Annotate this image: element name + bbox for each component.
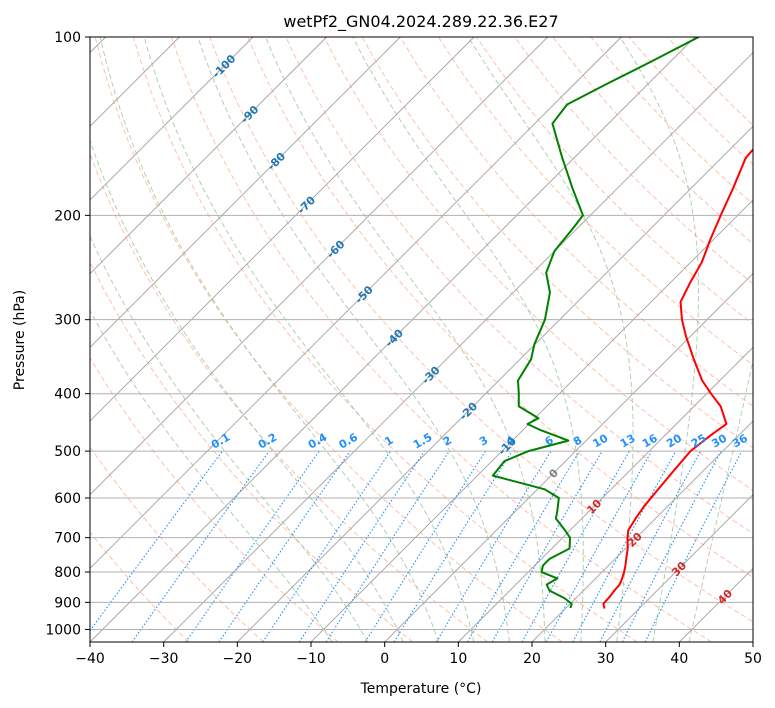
dry-adiabat-line: [90, 356, 339, 642]
x-tick-label: 40: [670, 651, 688, 667]
moist-adiabat-line: [467, 37, 634, 642]
y-tick-label: 300: [54, 313, 81, 329]
plot-area: [90, 37, 753, 642]
mixing-ratio-line: [621, 450, 722, 642]
dry-adiabat-line: [399, 37, 753, 407]
mixing-ratio-line: [262, 450, 392, 642]
y-axis: 100 200 300 400 500 600 700 800 900 1000: [45, 30, 90, 638]
isotherm-line: [90, 37, 254, 201]
moist-adiabat-line: [90, 234, 369, 642]
x-tick-label: 50: [744, 651, 762, 667]
moist-adiabat-line: [688, 358, 753, 642]
dry-adiabat-line: [90, 260, 414, 642]
moist-adiabat-line: [90, 138, 404, 642]
isotherm-line: [90, 37, 548, 496]
dry-adiabat-line: [132, 37, 638, 642]
dry-adiabat-line: [438, 37, 753, 366]
mixing-ratio-line: [599, 450, 702, 642]
isotherm-line: [90, 37, 696, 642]
dry-adiabat-line: [361, 37, 753, 449]
dry-adiabat-line: [247, 37, 753, 578]
x-tick-label: 20: [523, 651, 541, 667]
mixing-ratio-line: [521, 450, 630, 642]
x-axis-label: Temperature (°C): [360, 681, 482, 697]
x-tick-label: −10: [296, 651, 326, 667]
mixing-ratio-line: [393, 450, 513, 642]
dry-adiabat-line: [90, 531, 190, 642]
profiles: [491, 37, 753, 609]
y-tick-label: 700: [54, 531, 81, 547]
x-axis: −40 −30 −20 −10 0 10 20 30 40 50: [75, 642, 762, 667]
dry-adiabat-line: [514, 37, 753, 285]
isotherm-line: [90, 37, 622, 569]
dry-adiabat-line: [323, 37, 753, 491]
moist-adiabat-line: [197, 37, 510, 642]
dry-adiabat-line: [171, 37, 713, 642]
moist-adiabat-line: [90, 309, 333, 642]
x-tick-label: 30: [597, 651, 615, 667]
mixing-ratio-line: [644, 450, 743, 642]
y-tick-label: 100: [54, 30, 81, 46]
y-tick-label: 1000: [45, 622, 81, 638]
y-tick-label: 900: [54, 595, 81, 611]
isotherm-line: [163, 52, 753, 642]
dry-adiabat-line: [90, 446, 264, 642]
isotherm-line: [458, 346, 753, 642]
mixing-ratio-line: [364, 450, 486, 642]
chart-title: wetPf2_GN04.2024.289.22.36.E27: [283, 12, 558, 32]
mixing-ratio-line: [131, 450, 270, 642]
isotherm-line: [531, 420, 753, 642]
x-tick-label: 0: [380, 651, 389, 667]
temperature-profile-line: [602, 147, 753, 609]
x-tick-label: −30: [149, 651, 179, 667]
y-tick-label: 600: [54, 491, 81, 507]
isotherm-line: [605, 494, 753, 642]
y-tick-label: 200: [54, 208, 81, 224]
mixing-ratio-line: [218, 450, 351, 642]
moist-adiabat-line: [619, 37, 700, 642]
y-tick-label: 400: [54, 387, 81, 403]
dewpoint-profile-line: [491, 37, 700, 609]
isotherm-line: [90, 37, 475, 422]
dry-adiabat-line: [285, 37, 753, 535]
moist-adiabat-line: [99, 37, 439, 642]
isotherm-line: [237, 125, 753, 642]
mixing-ratio-line: [325, 450, 450, 642]
mixing-ratio-line: [298, 450, 425, 642]
dry-adiabat-line: [209, 37, 753, 623]
moist-adiabat-line: [352, 37, 584, 642]
y-tick-label: 500: [54, 444, 81, 460]
x-tick-label: −20: [223, 651, 253, 667]
mixing-ratio-line: [185, 450, 320, 642]
mixing-ratio-line: [435, 450, 552, 642]
dry-adiabat-line: [94, 37, 563, 642]
moist-adiabat-line: [143, 37, 475, 642]
x-tick-label: 10: [449, 651, 467, 667]
moist-adiabat-line: [265, 37, 546, 642]
y-axis-label: Pressure (hPa): [12, 290, 28, 390]
isotherm-line: [90, 37, 401, 348]
mixing-ratio-line: [545, 450, 653, 642]
x-tick-label: −40: [75, 651, 105, 667]
dry-adiabat-line: [90, 152, 488, 642]
plot-frame: [89, 36, 754, 643]
mixing-ratio-line: [90, 450, 223, 632]
mixing-ratio-line: [572, 450, 677, 642]
isotherm-line: [90, 37, 327, 275]
y-tick-label: 800: [54, 565, 81, 581]
